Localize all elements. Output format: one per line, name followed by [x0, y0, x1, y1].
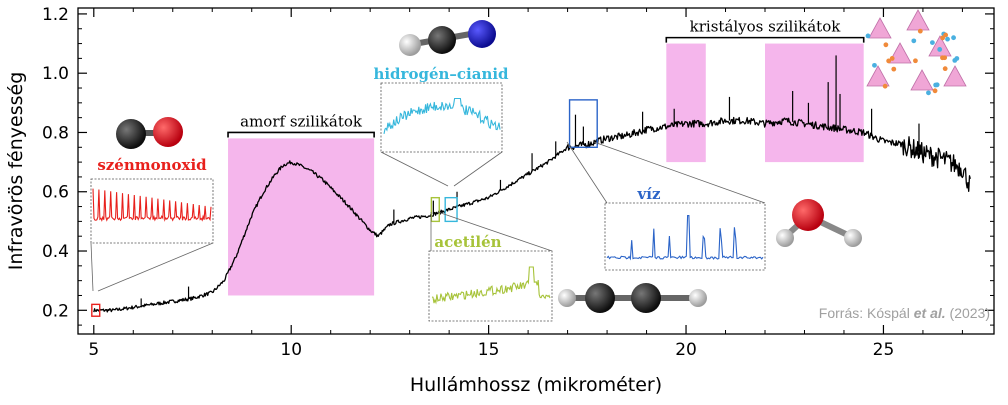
carbon-monoxide-label: szénmonoxid — [97, 156, 207, 174]
hcn-zoom-panel — [380, 82, 503, 153]
hcn-leader-left — [380, 151, 449, 187]
lattice-atom — [945, 36, 950, 42]
water-zoom-spectrum — [606, 215, 764, 261]
silicate-region-1 — [666, 43, 706, 163]
water-leader-right — [593, 141, 766, 204]
water-molecule-icon — [776, 199, 862, 247]
co-leader-left — [90, 242, 94, 292]
co-zoom-panel — [90, 178, 214, 244]
zoom-leader-lines — [90, 141, 766, 292]
feature-box-0 — [91, 303, 101, 317]
lattice-atom — [872, 62, 877, 68]
y-tick-label-0: 0.2 — [42, 301, 69, 321]
series-layer — [93, 55, 971, 313]
crystalline-silicate-lattice-icon — [865, 9, 967, 96]
lattice-atom — [865, 33, 871, 39]
y-tick-label-5: 1.2 — [42, 5, 69, 25]
lattice-atom — [934, 82, 940, 88]
feature-box-2 — [430, 196, 440, 223]
silicate-tetrahedron — [943, 65, 967, 87]
silicate-tetrahedron — [868, 17, 892, 39]
x-axis-label: Hullámhossz (mikrométer) — [410, 374, 662, 396]
hydrogen-cyanide-label: hidrogén–cianid — [373, 65, 509, 83]
lattice-atom — [891, 66, 897, 72]
amorphous-bracket — [227, 131, 375, 138]
water-zoom-panel — [604, 202, 766, 271]
lattice-atom — [951, 35, 956, 41]
y-tick-label-3: 0.8 — [42, 123, 69, 143]
x-tick-label-15: 15 — [478, 340, 500, 360]
lattice-atom — [911, 38, 917, 44]
silicate-region-0 — [228, 138, 375, 296]
lattice-atom — [883, 42, 889, 48]
amorphous-silicates-label: amorf szilikátok — [240, 112, 363, 130]
lattice-atom — [940, 35, 946, 41]
lattice-atom — [937, 47, 943, 52]
co-leader-right — [97, 242, 214, 292]
lattice-atom — [943, 32, 949, 38]
silicate-tetrahedron — [906, 9, 930, 31]
feature-box-1 — [444, 196, 458, 223]
y-tick-label-4: 1.0 — [42, 64, 69, 84]
lattice-atom — [926, 90, 931, 96]
feature-boxes-layer — [91, 99, 598, 317]
lattice-atom — [942, 55, 948, 61]
x-tick-label-20: 20 — [675, 340, 697, 360]
y-tick-label-2: 0.6 — [42, 183, 69, 203]
lattice-atom — [889, 56, 895, 61]
lattice-atom — [913, 58, 918, 64]
hcn-leader-right — [453, 151, 503, 187]
y-axis-label: Infravörös fényesség — [5, 72, 27, 271]
crystalline-bracket — [665, 36, 865, 43]
hcn-zoom-spectrum — [383, 97, 501, 135]
silicate-tetrahedron — [866, 65, 890, 87]
co-zoom-spectrum — [92, 188, 212, 222]
acetylene-zoom-panel — [428, 250, 553, 322]
crystalline-silicates-label: kristályos szilikátok — [690, 18, 842, 36]
lattice-atom — [882, 83, 888, 89]
lattice-atom — [942, 66, 948, 72]
lattice-atom — [932, 88, 938, 94]
x-tick-label-10: 10 — [280, 340, 302, 360]
silicate-tetrahedron — [910, 69, 934, 91]
carbon-monoxide-molecule-icon — [116, 117, 183, 149]
ticks-layer: 5 10 15 20 25 0.2 0.4 0.6 0.8 1.0 1.2 — [42, 5, 994, 360]
water-leader-left — [566, 141, 608, 204]
acetylene-leader-right — [437, 211, 553, 252]
x-tick-label-25: 25 — [873, 340, 895, 360]
acetylene-zoom-spectrum — [431, 266, 551, 305]
x-tick-label-5: 5 — [88, 340, 99, 360]
hydrogen-cyanide-molecule-icon — [399, 20, 496, 56]
silicate-tetrahedron — [928, 35, 952, 57]
silicate-region-2 — [765, 43, 864, 163]
source-credit: Forrás: Kóspál et al. (2023) — [819, 305, 990, 321]
lattice-atom — [886, 58, 892, 64]
lattice-atom — [929, 40, 935, 46]
lattice-atom — [917, 28, 923, 34]
acetylene-molecule-icon — [558, 283, 707, 313]
plot-frame — [77, 7, 995, 335]
lattice-atom — [954, 56, 960, 61]
labels-layer: amorf szilikátok kristályos szilikátok szé… — [97, 18, 865, 251]
acetylene-label: acetilén — [434, 233, 501, 251]
y-tick-label-1: 0.4 — [42, 242, 69, 262]
water-label: víz — [637, 185, 661, 203]
feature-box-3 — [568, 99, 598, 148]
